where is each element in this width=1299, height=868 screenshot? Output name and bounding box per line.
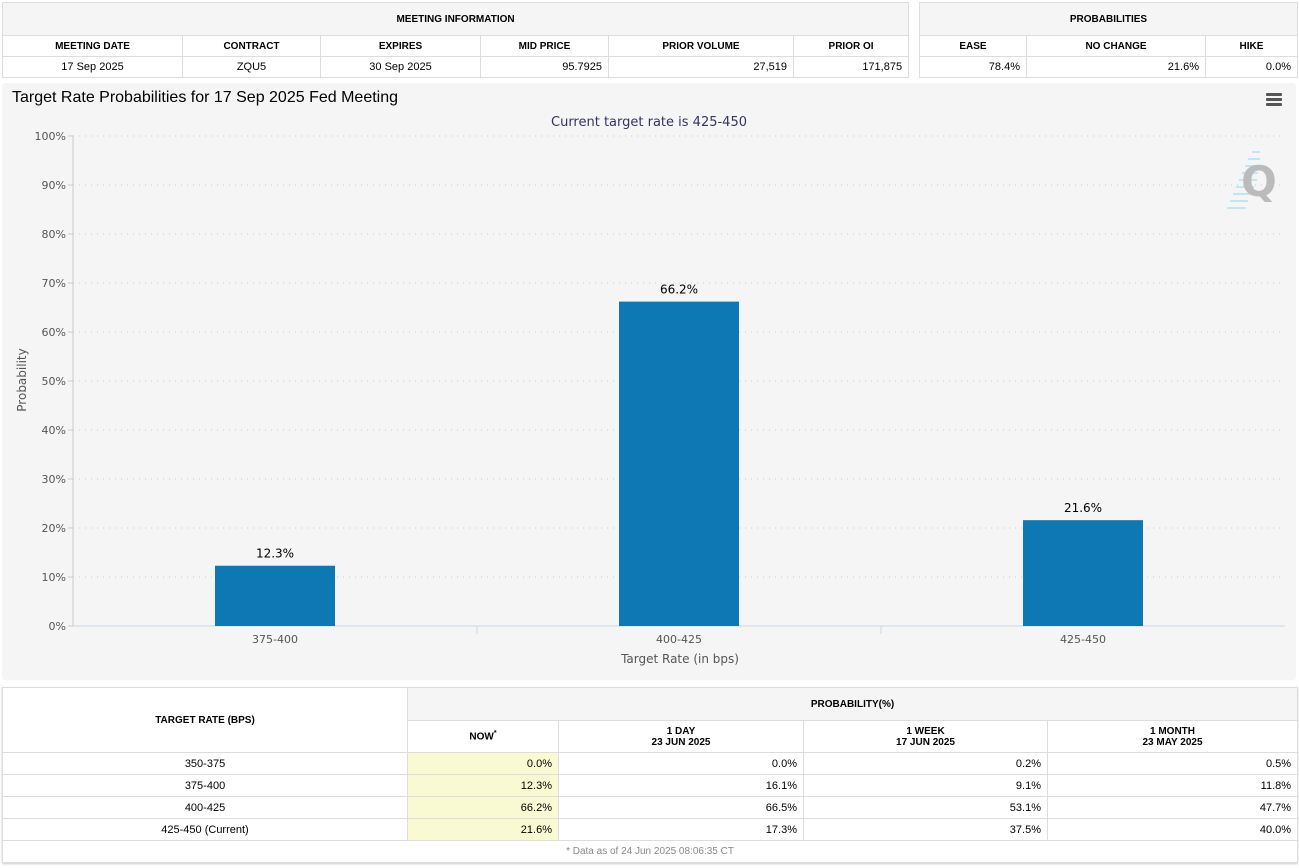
chart-subtitle: Current target rate is 425-450 (551, 115, 747, 130)
probabilities-title: PROBABILITIES (919, 2, 1298, 36)
hike-value: 0.0% (1205, 56, 1298, 78)
bar-chart: Current target rate is 425-450 Q 0% 10% 20… (15, 115, 1285, 666)
data-label: 21.6% (1064, 501, 1102, 515)
table-row: 400-425 66.2% 66.5% 53.1% 47.7% (2, 796, 1299, 819)
target-rate-cell: 350-375 (2, 752, 408, 775)
target-rate-cell: 425-450 (Current) (2, 818, 408, 841)
svg-text:Q: Q (1241, 157, 1277, 206)
1-day-header: 1 DAY 23 JUN 2025 (558, 720, 804, 753)
probabilities-table: PROBABILITIES EASE NO CHANGE HIKE 78.4% 21.… (919, 2, 1298, 78)
y-tick-label: 60% (42, 326, 66, 339)
probability-cell: 37.5% (803, 818, 1048, 841)
probability-cell: 21.6% (407, 818, 559, 841)
1-month-header: 1 MONTH 23 MAY 2025 (1046, 720, 1299, 753)
bar[interactable] (1023, 520, 1143, 626)
expires: 30 Sep 2025 (320, 56, 481, 78)
probability-cell: 0.0% (558, 752, 804, 775)
probability-cell: 40.0% (1046, 818, 1299, 841)
probability-cell: 9.1% (803, 774, 1048, 797)
target-rate-cell: 375-400 (2, 774, 408, 797)
col-header: PRIOR VOLUME (608, 35, 794, 57)
x-tick-label: 425-450 (1060, 633, 1106, 646)
y-tick-label: 70% (42, 277, 66, 290)
table-row: 350-375 0.0% 0.0% 0.2% 0.5% (2, 752, 1299, 775)
meeting-info-title: MEETING INFORMATION (1, 2, 910, 36)
target-rate-header: TARGET RATE (BPS) (2, 687, 408, 753)
y-tick-label: 0% (49, 620, 66, 633)
probability-cell: 12.3% (407, 774, 559, 797)
meeting-information-table: MEETING INFORMATION MEETING DATE CONTRACT… (1, 2, 910, 78)
ease-value: 78.4% (919, 56, 1027, 78)
x-tick-label: 400-425 (656, 633, 702, 646)
probability-cell: 66.2% (407, 796, 559, 819)
data-label: 12.3% (256, 547, 294, 561)
1-week-header: 1 WEEK 17 JUN 2025 (803, 720, 1048, 753)
y-tick-label: 20% (42, 522, 66, 535)
y-tick-label: 30% (42, 473, 66, 486)
probability-cell: 16.1% (558, 774, 804, 797)
col-header: MID PRICE (480, 35, 609, 57)
probability-cell: 17.3% (558, 818, 804, 841)
y-tick-label: 50% (42, 375, 66, 388)
probability-cell: 0.5% (1046, 752, 1299, 775)
y-tick-label: 80% (42, 228, 66, 241)
footnote: * Data as of 24 Jun 2025 08:06:35 CT (1, 840, 1299, 863)
mid-price: 95.7925 (480, 56, 609, 78)
probability-cell: 47.7% (1046, 796, 1299, 819)
bar[interactable] (619, 301, 739, 626)
y-tick-label: 100% (35, 130, 66, 143)
data-label: 66.2% (660, 283, 698, 297)
no-change-value: 21.6% (1026, 56, 1206, 78)
probability-cell: 11.8% (1046, 774, 1299, 797)
x-axis-title: Target Rate (in bps) (620, 652, 739, 666)
prior-volume: 27,519 (608, 56, 794, 78)
col-header: MEETING DATE (2, 35, 183, 57)
probability-cell: 66.5% (558, 796, 804, 819)
probability-cell: 0.0% (407, 752, 559, 775)
now-header: NOW* (407, 720, 559, 753)
chart-title: Target Rate Probabilities for 17 Sep 202… (12, 89, 399, 106)
meeting-date: 17 Sep 2025 (2, 56, 183, 78)
contract: ZQU5 (182, 56, 321, 78)
x-tick-label: 375-400 (252, 633, 298, 646)
col-header: NO CHANGE (1026, 35, 1206, 57)
watermark-logo-icon: Q (1227, 151, 1277, 209)
table-row: 375-400 12.3% 16.1% 9.1% 11.8% (2, 774, 1299, 797)
y-tick-label: 10% (42, 571, 66, 584)
menu-icon[interactable] (1266, 93, 1282, 108)
y-axis-title: Probability (15, 348, 29, 411)
chart-panel: Target Rate Probabilities for 17 Sep 202… (2, 83, 1296, 680)
col-header: HIKE (1205, 35, 1298, 57)
probability-header: PROBABILITY(%) (406, 687, 1299, 721)
probability-cell: 53.1% (803, 796, 1048, 819)
col-header: EXPIRES (320, 35, 481, 57)
probability-cell: 0.2% (803, 752, 1048, 775)
y-tick-label: 40% (42, 424, 66, 437)
col-header: EASE (919, 35, 1027, 57)
col-header: PRIOR OI (792, 35, 910, 57)
prior-oi: 171,875 (792, 56, 910, 78)
bar[interactable] (215, 565, 335, 626)
target-rate-cell: 400-425 (2, 796, 408, 819)
target-rate-table: TARGET RATE (BPS) PROBABILITY(%) NOW* 1 D… (1, 687, 1299, 863)
y-tick-label: 90% (42, 179, 66, 192)
table-row: 425-450 (Current) 21.6% 17.3% 37.5% 40.0% (2, 818, 1299, 841)
col-header: CONTRACT (182, 35, 321, 57)
